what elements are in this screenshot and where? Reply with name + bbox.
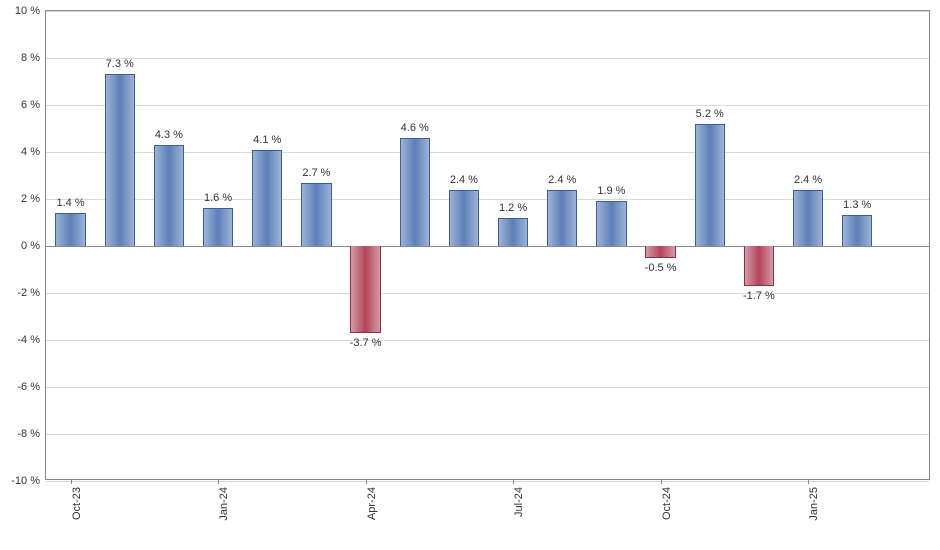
bar: [203, 208, 233, 246]
bar-value-label: 7.3 %: [106, 58, 134, 70]
gridline: [46, 340, 929, 341]
gridline: [46, 387, 929, 388]
xtick-mark: [661, 479, 662, 484]
bar-value-label: 4.1 %: [253, 134, 281, 146]
xtick-label: Jan-24: [218, 487, 230, 521]
monthly-returns-chart: 10 % 8 % 6 % 4 % 2 % 0 % -2 % -4 % -6 % -8 % -10 %…: [0, 0, 940, 550]
bar: [350, 246, 380, 333]
bar-value-label: 2.7 %: [302, 167, 330, 179]
bar-value-label: 4.6 %: [401, 122, 429, 134]
gridline: [46, 58, 929, 59]
gridline: [46, 105, 929, 106]
bar: [449, 190, 479, 246]
gridline: [46, 246, 929, 247]
bar-value-label: 1.9 %: [597, 185, 625, 197]
ytick-label: 0 %: [21, 240, 46, 252]
bar-value-label: 1.4 %: [57, 197, 85, 209]
plot-area: 10 %8 %6 %4 %2 %0 %-2 %-4 %-6 %-8 %-10 %…: [45, 10, 930, 480]
gridline: [46, 481, 929, 482]
bar-value-label: 5.2 %: [696, 108, 724, 120]
ytick-label: -4 %: [17, 334, 46, 346]
bar-value-label: 4.3 %: [155, 129, 183, 141]
bar-value-label: -0.5 %: [645, 262, 677, 274]
bar-value-label: 1.2 %: [499, 202, 527, 214]
bar: [301, 183, 331, 246]
ytick-label: -2 %: [17, 287, 46, 299]
gridline: [46, 293, 929, 294]
bar: [154, 145, 184, 246]
bar: [105, 74, 135, 246]
bar: [400, 138, 430, 246]
gridline: [46, 434, 929, 435]
bar-value-label: 2.4 %: [794, 174, 822, 186]
ytick-label: 10 %: [15, 5, 46, 17]
xtick-mark: [513, 479, 514, 484]
bar: [793, 190, 823, 246]
bar-value-label: 1.3 %: [843, 199, 871, 211]
ytick-label: 4 %: [21, 146, 46, 158]
xtick-label: Oct-24: [661, 487, 673, 520]
ytick-label: -10 %: [11, 475, 46, 487]
ytick-label: 6 %: [21, 99, 46, 111]
bar-value-label: -3.7 %: [350, 337, 382, 349]
bar: [547, 190, 577, 246]
bar: [498, 218, 528, 246]
xtick-label: Jul-24: [513, 487, 525, 517]
bar: [252, 150, 282, 246]
ytick-label: 2 %: [21, 193, 46, 205]
bar: [645, 246, 675, 258]
xtick-label: Oct-23: [71, 487, 83, 520]
bar: [695, 124, 725, 246]
bar: [842, 215, 872, 246]
bar-value-label: 2.4 %: [450, 174, 478, 186]
ytick-label: 8 %: [21, 52, 46, 64]
bar-value-label: 1.6 %: [204, 192, 232, 204]
bar: [596, 201, 626, 246]
bar: [55, 213, 85, 246]
xtick-mark: [218, 479, 219, 484]
gridline: [46, 11, 929, 12]
ytick-label: -6 %: [17, 381, 46, 393]
xtick-mark: [366, 479, 367, 484]
xtick-mark: [71, 479, 72, 484]
xtick-label: Jan-25: [808, 487, 820, 521]
xtick-label: Apr-24: [366, 487, 378, 520]
bar: [744, 246, 774, 286]
ytick-label: -8 %: [17, 428, 46, 440]
bar-value-label: 2.4 %: [548, 174, 576, 186]
bar-value-label: -1.7 %: [743, 290, 775, 302]
xtick-mark: [808, 479, 809, 484]
